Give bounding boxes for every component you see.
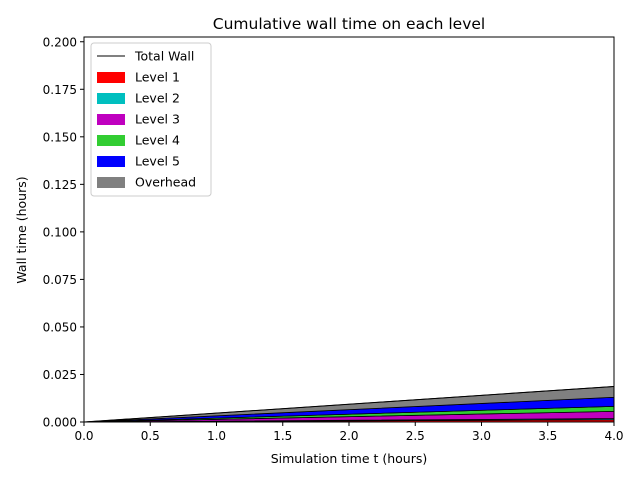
x-tick-label: 0.5	[141, 429, 160, 443]
y-tick-label: 0.100	[43, 225, 77, 239]
x-tick-label: 3.0	[472, 429, 491, 443]
legend-swatch-level-1	[97, 72, 125, 83]
y-tick-label: 0.125	[43, 178, 77, 192]
y-tick-label: 0.000	[43, 416, 77, 430]
x-tick-label: 2.0	[339, 429, 358, 443]
total-wall-line	[83, 385, 615, 423]
y-tick-label: 0.150	[43, 130, 77, 144]
legend-label: Total Wall	[134, 49, 194, 64]
y-axis-label: Wall time (hours)	[14, 176, 29, 283]
legend-swatch-level-3	[97, 114, 125, 125]
x-tick-label: 2.5	[406, 429, 425, 443]
y-tick-label: 0.075	[43, 273, 77, 287]
legend-swatch-level-4	[97, 135, 125, 146]
legend-swatch-level-2	[97, 93, 125, 104]
x-axis-label: Simulation time t (hours)	[271, 451, 428, 466]
legend-label: Level 2	[135, 91, 180, 106]
y-tick-label: 0.050	[43, 320, 77, 334]
plot-area	[83, 385, 615, 423]
legend-swatch-overhead	[97, 177, 125, 188]
x-tick-label: 0.0	[74, 429, 93, 443]
legend-label: Level 5	[135, 154, 180, 169]
legend: Total Wall Level 1 Level 2 Level 3 Level 4 Le…	[90, 42, 212, 197]
chart-title: Cumulative wall time on each level	[213, 15, 485, 33]
legend-label: Level 1	[135, 70, 180, 85]
legend-label: Level 4	[135, 133, 180, 148]
y-tick-label: 0.200	[43, 35, 77, 49]
x-tick-label: 1.0	[207, 429, 226, 443]
x-tick-label: 1.5	[273, 429, 292, 443]
x-tick-label: 4.0	[604, 429, 623, 443]
x-tick-label: 3.5	[538, 429, 557, 443]
y-tick-label: 0.175	[43, 83, 77, 97]
y-tick-label: 0.025	[43, 368, 77, 382]
legend-swatch-level-5	[97, 156, 125, 167]
legend-label: Level 3	[135, 112, 180, 127]
axes: 0.0 0.5 1.0 1.5 2.0 2.5 3.0 3.5 4.0 0.000 0.025 0.0…	[43, 35, 624, 443]
legend-label: Overhead	[135, 175, 196, 190]
